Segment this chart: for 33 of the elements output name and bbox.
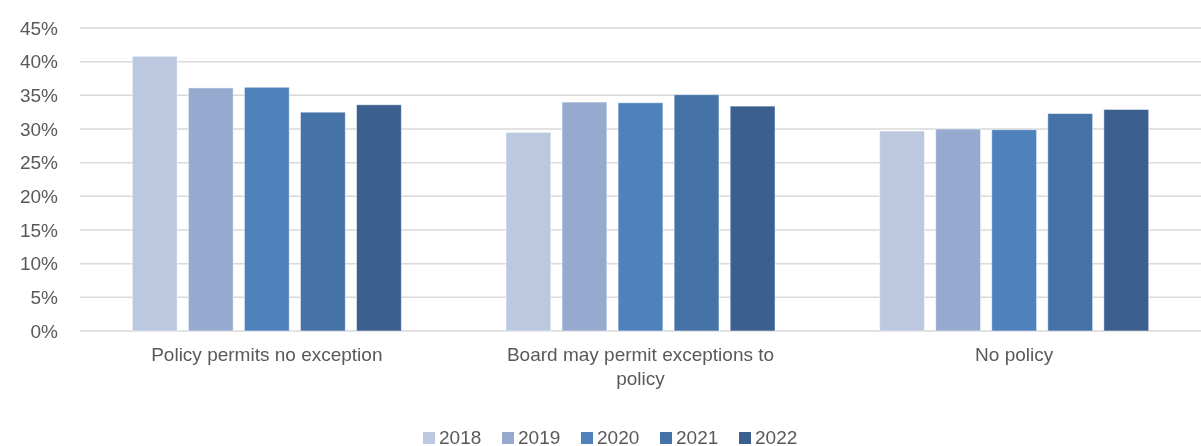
bar	[935, 128, 982, 332]
y-tick-label: 20%	[19, 185, 59, 207]
y-tick-label: 35%	[19, 84, 59, 106]
bar	[243, 86, 290, 332]
x-tick-label: Policy permits no exception	[151, 344, 383, 365]
y-tick-label: 15%	[19, 219, 59, 241]
bar	[991, 129, 1038, 332]
bar	[617, 102, 664, 332]
legend-label: 2021	[676, 427, 719, 446]
y-tick-label: 30%	[19, 118, 59, 140]
bar	[1047, 113, 1094, 332]
bar	[561, 101, 608, 332]
legend-label: 2022	[755, 427, 798, 446]
x-tick-label: Board may permit exceptions to policy	[506, 344, 775, 389]
y-tick-label: 40%	[19, 51, 59, 73]
bar	[879, 130, 925, 332]
bar	[729, 105, 776, 332]
x-tick-label: No policy	[975, 344, 1054, 365]
y-tick-label: 0%	[30, 320, 59, 342]
bar	[187, 87, 234, 332]
y-tick-label: 10%	[19, 253, 59, 275]
bar	[1103, 108, 1150, 332]
bar	[299, 111, 346, 332]
y-tick-label: 25%	[19, 152, 59, 174]
legend-label: 2018	[439, 427, 482, 446]
legend-label: 2019	[518, 427, 561, 446]
bar	[673, 94, 720, 332]
bar	[356, 104, 402, 332]
bar	[505, 131, 552, 332]
y-tick-label: 45%	[19, 17, 59, 39]
legend-label: 2020	[597, 427, 640, 446]
y-tick-label: 5%	[30, 286, 59, 308]
bar	[131, 55, 178, 332]
